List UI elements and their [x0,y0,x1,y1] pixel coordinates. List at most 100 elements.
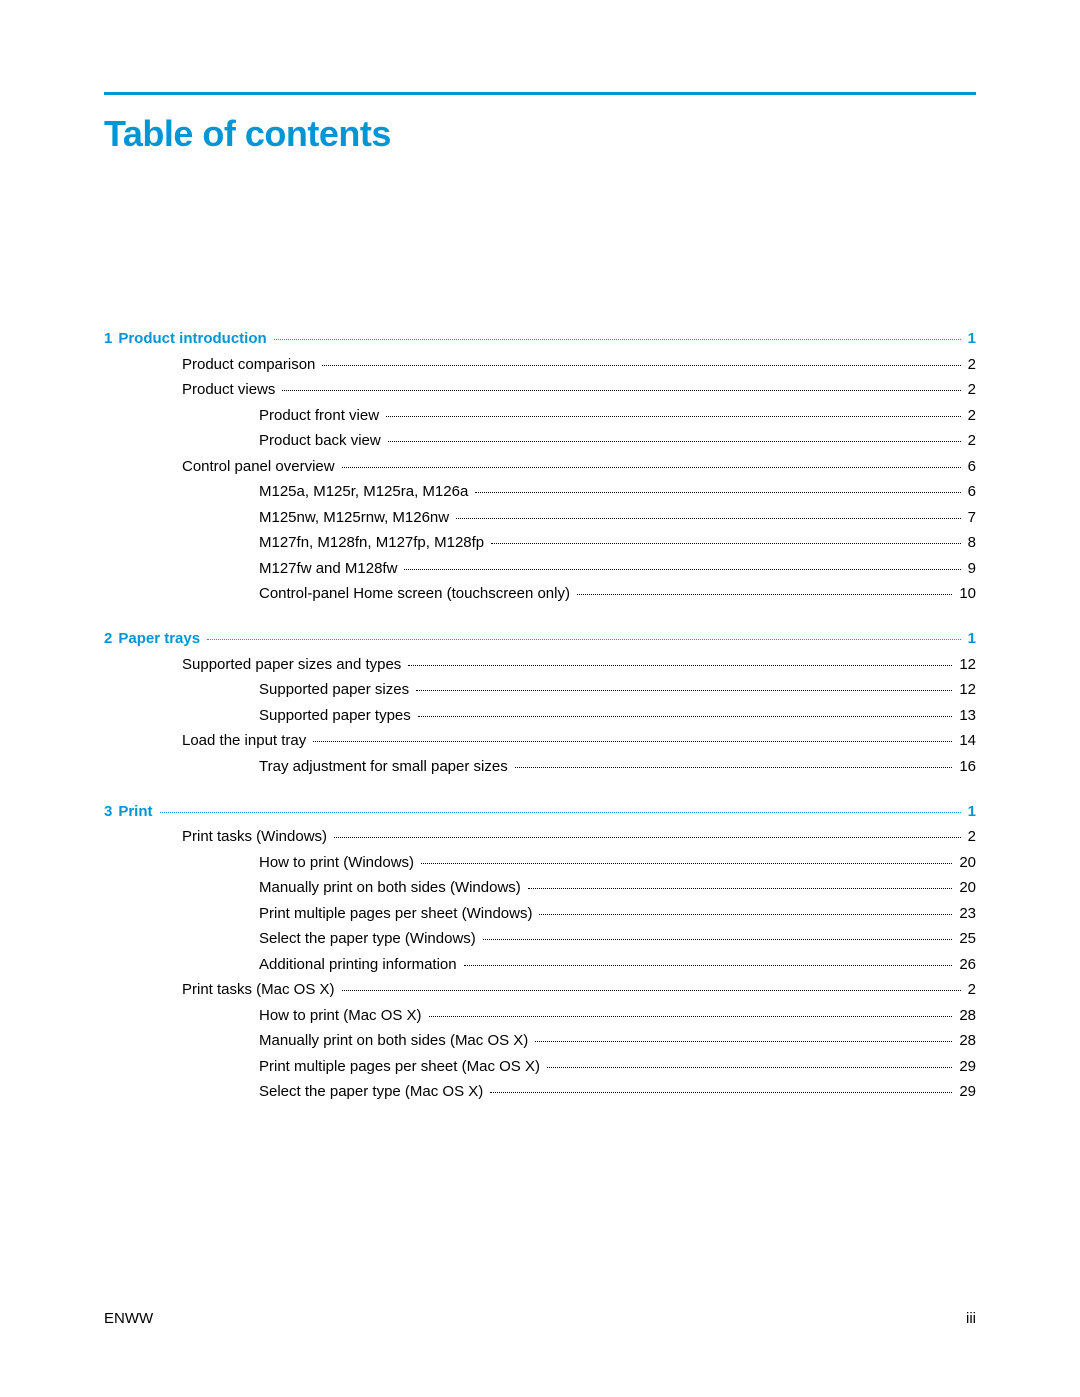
toc-leader-dots [491,532,961,544]
toc-section-title: Product introduction [118,331,270,346]
toc-entry[interactable]: Supported paper types13 [104,708,976,723]
toc-entry[interactable]: M127fn, M128fn, M127fp, M128fp 8 [104,535,976,550]
toc-entry[interactable]: Supported paper sizes and types12 [104,657,976,672]
toc-section-num: 3 [104,804,118,819]
toc-entry-label: Product back view [259,433,385,448]
toc-leader-dots [322,354,960,366]
toc-entry-label: Manually print on both sides (Mac OS X) [259,1033,532,1048]
toc-entry-label: Supported paper sizes [259,682,413,697]
toc-entry[interactable]: Product back view2 [104,433,976,448]
toc-entry-label: Print tasks (Mac OS X) [182,982,339,997]
toc-leader-dots [456,507,961,519]
toc-entry[interactable]: Product views2 [104,382,976,397]
toc-entry[interactable]: Additional printing information 26 [104,957,976,972]
toc-entry-page: 7 [964,510,976,525]
toc-entry-page: 2 [964,982,976,997]
table-of-contents: 1Product introduction1Product comparison… [104,331,976,1099]
toc-entry[interactable]: M125nw, M125rnw, M126nw7 [104,510,976,525]
toc-leader-dots [342,456,961,468]
toc-entry[interactable]: M127fw and M128fw9 [104,561,976,576]
toc-entry-page: 6 [964,459,976,474]
toc-entry[interactable]: Manually print on both sides (Windows)20 [104,880,976,895]
toc-entry[interactable]: Control-panel Home screen (touchscreen o… [104,586,976,601]
toc-entry-page: 28 [955,1008,976,1023]
toc-entry-label: Additional printing information [259,957,461,972]
toc-entry-page: 12 [955,657,976,672]
toc-leader-dots [539,903,952,915]
toc-entry-label: Product front view [259,408,383,423]
toc-leader-dots [416,679,952,691]
toc-entry-page: 8 [964,535,976,550]
toc-entry[interactable]: Product comparison 2 [104,357,976,372]
toc-leader-dots [464,954,953,966]
toc-leader-dots [421,852,952,864]
toc-section-head[interactable]: 3Print1 [104,804,976,819]
toc-section-head[interactable]: 1Product introduction1 [104,331,976,346]
toc-entry[interactable]: Manually print on both sides (Mac OS X) 2… [104,1033,976,1048]
toc-leader-dots [547,1056,952,1068]
toc-entry[interactable]: Print multiple pages per sheet (Mac OS X… [104,1059,976,1074]
title-rule [104,92,976,95]
toc-entry-label: Print multiple pages per sheet (Windows) [259,906,536,921]
toc-entry-page: 14 [955,733,976,748]
toc-entry-page: 29 [955,1084,976,1099]
toc-leader-dots [313,730,952,742]
toc-entry-label: How to print (Windows) [259,855,418,870]
toc-leader-dots [528,877,953,889]
toc-leader-dots [388,430,961,442]
toc-leader-dots [404,558,960,570]
toc-leader-dots [342,979,961,991]
toc-entry-label: Control panel overview [182,459,339,474]
toc-leader-dots [535,1030,952,1042]
toc-entry-page: 16 [955,759,976,774]
toc-entry-page: 20 [955,880,976,895]
toc-entry-page: 26 [955,957,976,972]
toc-entry-label: Product comparison [182,357,319,372]
toc-entry-label: Print tasks (Windows) [182,829,331,844]
toc-entry[interactable]: Print multiple pages per sheet (Windows)… [104,906,976,921]
toc-entry-page: 23 [955,906,976,921]
toc-leader-dots [418,705,953,717]
toc-entry[interactable]: Supported paper sizes 12 [104,682,976,697]
toc-entry-page: 12 [955,682,976,697]
toc-leader-dots [282,379,960,391]
toc-leader-dots [483,928,953,940]
toc-entry-label: Product views [182,382,279,397]
toc-entry[interactable]: Print tasks (Mac OS X) 2 [104,982,976,997]
toc-entry-label: Select the paper type (Windows) [259,931,480,946]
toc-entry-page: 25 [955,931,976,946]
toc-leader-dots [274,328,961,340]
toc-entry-page: 20 [955,855,976,870]
toc-leader-dots [490,1081,952,1093]
toc-entry[interactable]: Tray adjustment for small paper sizes 16 [104,759,976,774]
toc-entry-label: Print multiple pages per sheet (Mac OS X… [259,1059,544,1074]
toc-entry-label: M127fn, M128fn, M127fp, M128fp [259,535,488,550]
toc-leader-dots [475,481,960,493]
toc-entry[interactable]: How to print (Mac OS X)28 [104,1008,976,1023]
toc-entry-page: 2 [964,357,976,372]
toc-entry[interactable]: Control panel overview 6 [104,459,976,474]
toc-entry[interactable]: Select the paper type (Windows) 25 [104,931,976,946]
toc-leader-dots [386,405,961,417]
toc-entry[interactable]: Select the paper type (Mac OS X) 29 [104,1084,976,1099]
toc-entry[interactable]: How to print (Windows) 20 [104,855,976,870]
toc-entry[interactable]: Load the input tray14 [104,733,976,748]
toc-entry-label: Select the paper type (Mac OS X) [259,1084,487,1099]
toc-entry-page: 6 [964,484,976,499]
toc-section-num: 1 [104,331,118,346]
toc-entry-page: 29 [955,1059,976,1074]
toc-section-num: 2 [104,631,118,646]
toc-entry[interactable]: Product front view2 [104,408,976,423]
page-title: Table of contents [104,113,976,155]
toc-entry-label: Supported paper types [259,708,415,723]
toc-section-head[interactable]: 2Paper trays1 [104,631,976,646]
toc-section-page: 1 [964,804,976,819]
toc-leader-dots [515,756,953,768]
toc-entry[interactable]: M125a, M125r, M125ra, M126a6 [104,484,976,499]
toc-entry[interactable]: Print tasks (Windows) 2 [104,829,976,844]
footer-left: ENWW [104,1310,153,1327]
toc-entry-page: 2 [964,829,976,844]
toc-entry-label: Tray adjustment for small paper sizes [259,759,512,774]
toc-section-title: Paper trays [118,631,204,646]
toc-entry-page: 28 [955,1033,976,1048]
